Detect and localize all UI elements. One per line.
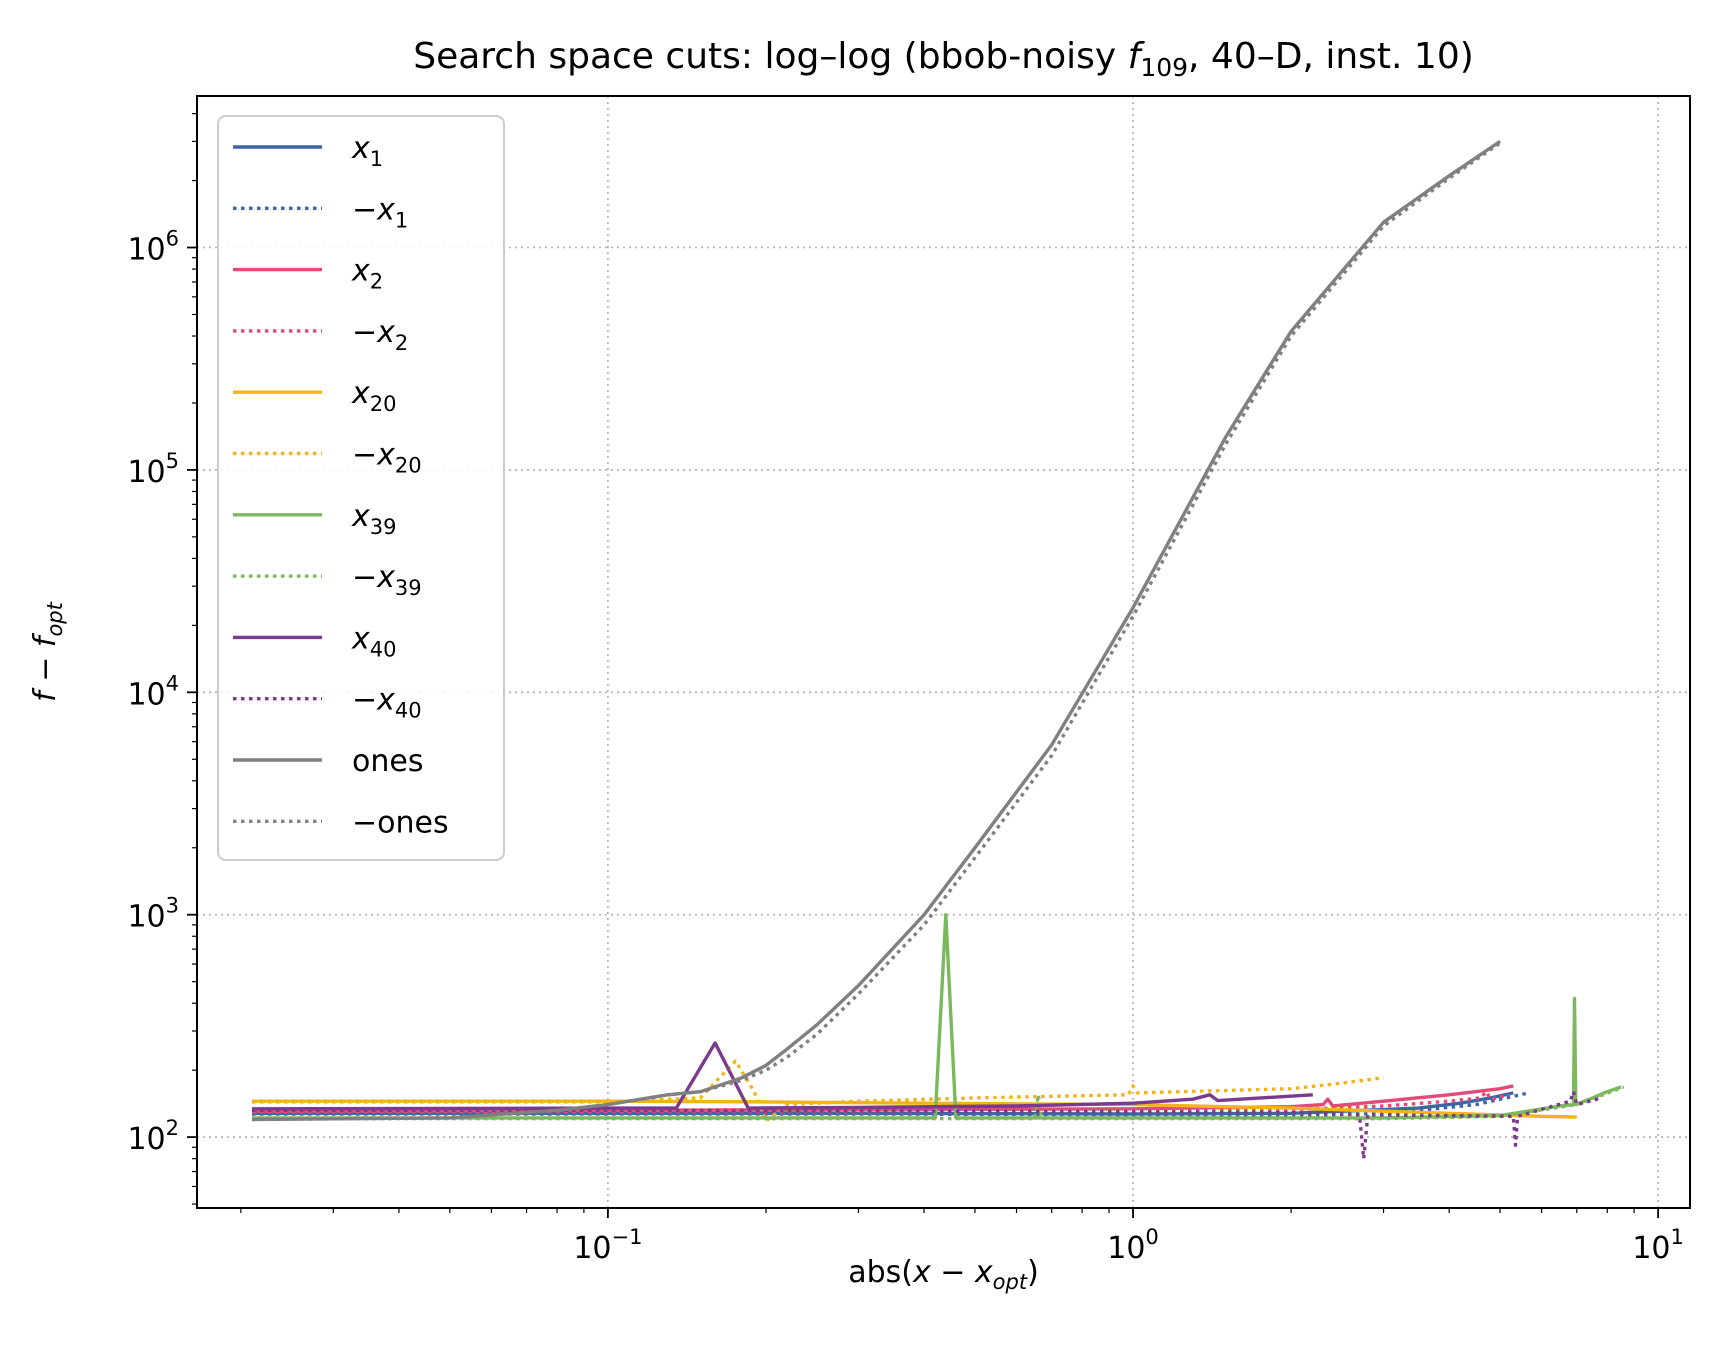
legend-label: −x39 <box>352 560 422 600</box>
legend-label: −x20 <box>352 438 422 478</box>
axis-ticks: 10−1 100 101 102 103 104 105 106 <box>127 113 1684 1266</box>
y-tick-label: 106 <box>127 227 179 268</box>
y-tick-label: 102 <box>127 1116 179 1157</box>
series-line-neg-ones <box>251 141 1502 1122</box>
series-line-x39 <box>252 913 1622 1120</box>
legend-label: ones <box>352 744 423 779</box>
series-line-ones <box>251 139 1502 1122</box>
series-line-x40 <box>251 1041 1313 1111</box>
legend-label: x20 <box>351 376 397 416</box>
series-line-neg-x40 <box>252 1090 1602 1161</box>
y-tick-label: 104 <box>127 671 179 712</box>
legend-label: −ones <box>352 805 449 840</box>
x-axis-label: abs(x − xopt) <box>848 1255 1039 1294</box>
legend-label: x39 <box>351 499 397 539</box>
x-tick-label: 10−1 <box>573 1225 642 1266</box>
legend-box <box>217 115 505 861</box>
series-line-neg-x20 <box>252 1059 1384 1123</box>
y-tick-label: 103 <box>127 894 179 935</box>
data-series <box>251 139 1625 1161</box>
legend-label: x40 <box>351 621 397 661</box>
legend-label: −x1 <box>352 192 408 232</box>
legend-label: x1 <box>351 131 383 171</box>
x-tick-label: 100 <box>1107 1225 1159 1266</box>
series-line-neg-x1 <box>252 1091 1527 1118</box>
chart-title: Search space cuts: log–log (bbob-noisy f… <box>413 36 1474 82</box>
y-tick-label: 105 <box>127 449 179 490</box>
legend: x1 −x1 x2 −x2 x20 −x20 x39 −x39 x40 −x40 ones −ones <box>217 115 505 861</box>
x-tick-label: 101 <box>1632 1225 1684 1266</box>
axes-frame <box>196 95 1691 1209</box>
legend-label: −x40 <box>352 683 422 723</box>
legend-label: −x2 <box>352 315 408 355</box>
legend-label: x2 <box>351 254 383 294</box>
y-axis-label: f − fopt <box>28 601 67 702</box>
series-line-x2 <box>251 1084 1514 1113</box>
